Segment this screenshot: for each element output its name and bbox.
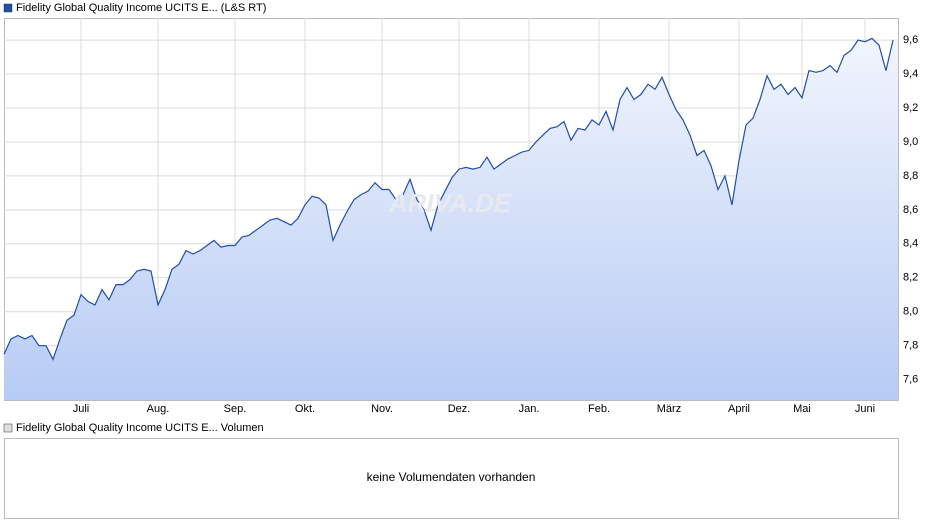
x-tick-label: Jan. xyxy=(519,403,540,415)
y-tick-label: 9,6 xyxy=(903,34,918,46)
no-data-message: keine Volumendaten vorhanden xyxy=(367,470,536,484)
x-tick-label: Feb. xyxy=(588,403,610,415)
x-tick-label: April xyxy=(728,403,750,415)
y-tick-label: 9,0 xyxy=(903,136,918,148)
y-tick-label: 9,4 xyxy=(903,68,918,80)
x-tick-label: Juli xyxy=(73,403,90,415)
x-tick-label: Mai xyxy=(793,403,811,415)
line xyxy=(3,37,894,361)
y-tick-label: 9,2 xyxy=(903,102,918,114)
y-tick-label: 8,6 xyxy=(903,204,918,216)
x-tick-label: Juni xyxy=(855,403,875,415)
y-tick-label: 7,6 xyxy=(903,374,918,386)
volume-frame xyxy=(4,438,899,519)
y-tick-label: 8,2 xyxy=(903,272,918,284)
y-tick-label: 7,8 xyxy=(903,340,918,352)
x-tick-label: Sep. xyxy=(224,403,247,415)
y-tick-label: 8,4 xyxy=(903,238,918,250)
x-tick-label: Okt. xyxy=(295,403,315,415)
x-tick-label: Nov. xyxy=(371,403,393,415)
y-tick-label: 8,8 xyxy=(903,170,918,182)
x-tick-label: Dez. xyxy=(448,403,471,415)
legend-swatch xyxy=(3,423,13,433)
x-tick-label: März xyxy=(657,403,681,415)
watermark: ARIVA.DE xyxy=(388,188,512,218)
legend-label: Fidelity Global Quality Income UCITS E..… xyxy=(16,422,264,434)
legend-label: Fidelity Global Quality Income UCITS E..… xyxy=(16,2,266,14)
y-tick-label: 8,0 xyxy=(903,306,918,318)
area xyxy=(4,38,898,401)
x-tick-label: Aug. xyxy=(147,403,170,415)
legend-swatch xyxy=(3,3,13,13)
